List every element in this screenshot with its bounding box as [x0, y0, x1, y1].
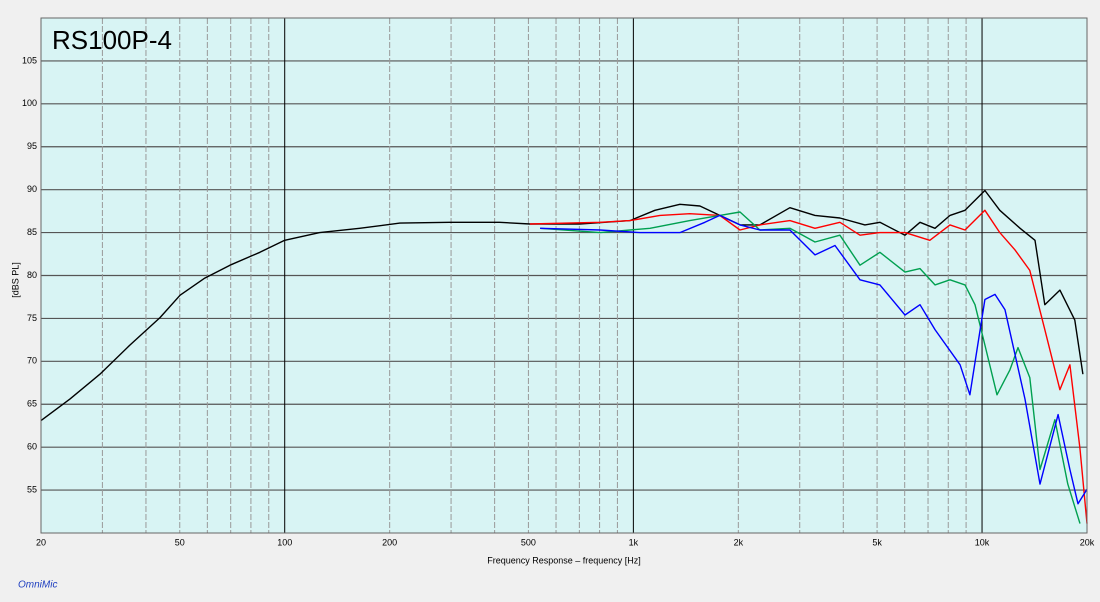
x-tick-label: 10k [975, 537, 990, 547]
x-tick-label: 2k [734, 537, 744, 547]
x-tick-label: 100 [277, 537, 292, 547]
x-tick-label: 20 [36, 537, 46, 547]
chart-title: RS100P-4 [52, 25, 172, 55]
y-tick-label: 70 [27, 356, 37, 366]
x-axis-label: Frequency Response – frequency [Hz] [487, 555, 641, 565]
y-tick-label: 105 [22, 55, 37, 65]
y-tick-label: 95 [27, 141, 37, 151]
y-tick-label: 55 [27, 484, 37, 494]
x-tick-label: 50 [175, 537, 185, 547]
y-axis-label: [dBS PL] [10, 262, 20, 298]
response-curve [540, 211, 1081, 524]
plot-frame [40, 17, 1088, 534]
x-tick-label: 500 [521, 537, 536, 547]
footer-brand: OmniMic [18, 580, 57, 591]
y-tick-label: 65 [27, 399, 37, 409]
x-tick-label: 20k [1080, 537, 1095, 547]
response-curve [529, 209, 1088, 524]
y-tick-label: 75 [27, 313, 37, 323]
x-tick-label: 1k [629, 537, 639, 547]
response-curve [40, 189, 1084, 422]
y-tick-label: 80 [27, 270, 37, 280]
response-curve [540, 214, 1088, 505]
y-tick-label: 85 [27, 227, 37, 237]
y-tick-label: 60 [27, 442, 37, 452]
x-tick-label: 5k [872, 537, 882, 547]
x-tick-label: 200 [382, 537, 397, 547]
y-tick-label: 90 [27, 184, 37, 194]
y-tick-label: 100 [22, 98, 37, 108]
